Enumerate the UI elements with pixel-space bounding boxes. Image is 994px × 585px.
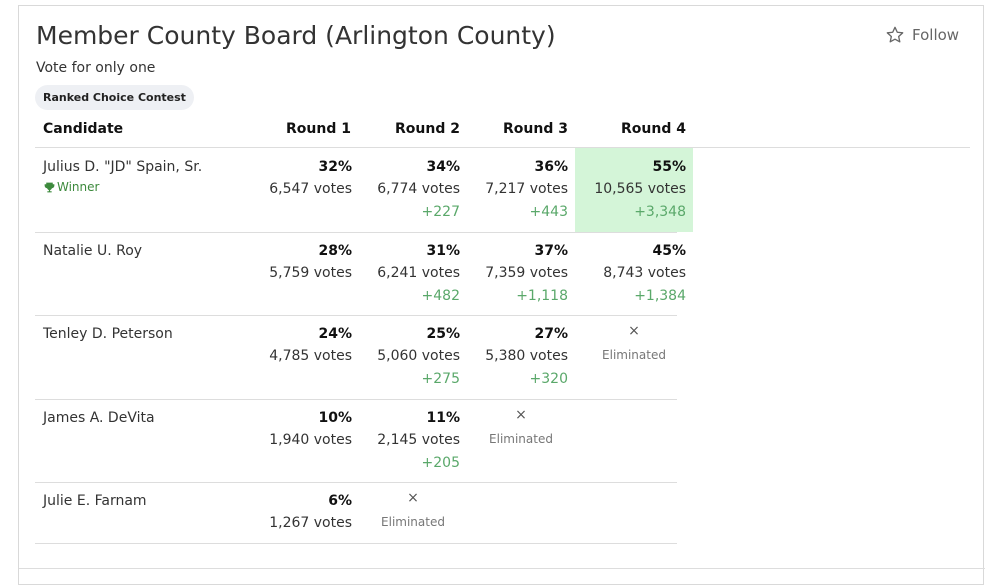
header-round-3: Round 3 (503, 121, 568, 137)
candidate-name: Natalie U. Roy (43, 243, 143, 259)
vote-count: 6,774 votes (377, 181, 460, 197)
vote-percentage: 24% (318, 326, 352, 342)
vote-count: 5,759 votes (269, 265, 352, 281)
vote-change: +1,384 (634, 288, 686, 304)
round-3-cell: 37% 7,359 votes +1,118 (467, 232, 575, 315)
eliminated-label: Eliminated (489, 432, 553, 446)
vote-percentage: 55% (652, 159, 686, 175)
round-1-cell: 10% 1,940 votes (251, 399, 359, 482)
divider (19, 568, 985, 569)
header-round-4: Round 4 (621, 121, 686, 137)
vote-count: 6,241 votes (377, 265, 460, 281)
vote-count: 2,145 votes (377, 432, 460, 448)
vote-change: +227 (421, 204, 460, 220)
candidate-name: Julius D. "JD" Spain, Sr. (43, 159, 203, 175)
round-3-cell: 27% 5,380 votes +320 (467, 315, 575, 399)
round-2-cell: 25% 5,060 votes +275 (359, 315, 467, 399)
winner-indicator: Winner (43, 180, 99, 194)
round-3-cell: × Eliminated (467, 399, 575, 482)
vote-count: 4,785 votes (269, 348, 352, 364)
table-row: James A. DeVita 10% 1,940 votes 11% 2,145 vo… (35, 399, 677, 483)
round-1-cell: 6% 1,267 votes (251, 482, 359, 543)
vote-change: +443 (529, 204, 568, 220)
vote-count: 1,940 votes (269, 432, 352, 448)
candidate-name: Tenley D. Peterson (43, 326, 173, 342)
round-3-cell: 36% 7,217 votes +443 (467, 148, 575, 232)
vote-change: +275 (421, 371, 460, 387)
eliminated-label: Eliminated (381, 515, 445, 529)
table-row: Natalie U. Roy 28% 5,759 votes 31% 6,241 vot… (35, 232, 686, 316)
header-round-1: Round 1 (286, 121, 351, 137)
vote-percentage: 28% (318, 243, 352, 259)
eliminated-label: Eliminated (602, 348, 666, 362)
round-2-cell: 31% 6,241 votes +482 (359, 232, 467, 315)
vote-percentage: 34% (426, 159, 460, 175)
round-2-cell: 34% 6,774 votes +227 (359, 148, 467, 232)
follow-button[interactable]: Follow (885, 25, 959, 45)
vote-count: 5,380 votes (485, 348, 568, 364)
vote-percentage: 25% (426, 326, 460, 342)
vote-percentage: 36% (534, 159, 568, 175)
vote-percentage: 37% (534, 243, 568, 259)
winner-label: Winner (57, 180, 100, 194)
header-candidate: Candidate (43, 121, 124, 137)
vote-count: 7,217 votes (485, 181, 568, 197)
vote-count: 6,547 votes (269, 181, 352, 197)
ranked-choice-badge: Ranked Choice Contest (35, 85, 194, 110)
star-outline-icon (886, 26, 904, 43)
round-1-cell: 28% 5,759 votes (251, 232, 359, 315)
header-round-2: Round 2 (395, 121, 460, 137)
round-4-cell: 45% 8,743 votes +1,384 (575, 232, 693, 315)
candidate-name: James A. DeVita (43, 410, 155, 426)
table-row: Julius D. "JD" Spain, Sr. Winner 32% 6,547 … (35, 148, 693, 233)
table-row: Julie E. Farnam 6% 1,267 votes × Eliminated (35, 482, 677, 544)
round-4-cell: 55% 10,565 votes +3,348 (575, 148, 693, 232)
contest-title: Member County Board (Arlington County) (36, 21, 556, 50)
round-2-cell: × Eliminated (359, 482, 467, 543)
candidate-name: Julie E. Farnam (43, 493, 147, 509)
vote-count: 5,060 votes (377, 348, 460, 364)
eliminated-mark: × (515, 407, 527, 423)
round-4-cell: × Eliminated (575, 315, 693, 399)
vote-percentage: 6% (328, 493, 352, 509)
vote-change: +3,348 (634, 204, 686, 220)
round-2-cell: 11% 2,145 votes +205 (359, 399, 467, 482)
follow-label: Follow (912, 26, 960, 44)
vote-percentage: 11% (426, 410, 460, 426)
vote-percentage: 27% (534, 326, 568, 342)
vote-change: +1,118 (516, 288, 568, 304)
round-1-cell: 24% 4,785 votes (251, 315, 359, 399)
eliminated-mark: × (628, 323, 640, 339)
vote-percentage: 10% (318, 410, 352, 426)
vote-count: 8,743 votes (603, 265, 686, 281)
vote-percentage: 45% (652, 243, 686, 259)
vote-change: +482 (421, 288, 460, 304)
vote-change: +205 (421, 455, 460, 471)
trophy-icon (44, 182, 55, 192)
vote-count: 10,565 votes (594, 181, 686, 197)
contest-card: Member County Board (Arlington County) V… (18, 5, 985, 585)
table-row: Tenley D. Peterson 24% 4,785 votes 25% 5,060… (35, 315, 677, 400)
round-1-cell: 32% 6,547 votes (251, 148, 359, 232)
vote-change: +320 (529, 371, 568, 387)
vote-percentage: 32% (318, 159, 352, 175)
table-header: Candidate Round 1 Round 2 Round 3 Round … (35, 113, 970, 148)
vote-count: 1,267 votes (269, 515, 352, 531)
eliminated-mark: × (407, 490, 419, 506)
contest-subtitle: Vote for only one (36, 60, 156, 76)
vote-count: 7,359 votes (485, 265, 568, 281)
vote-percentage: 31% (426, 243, 460, 259)
